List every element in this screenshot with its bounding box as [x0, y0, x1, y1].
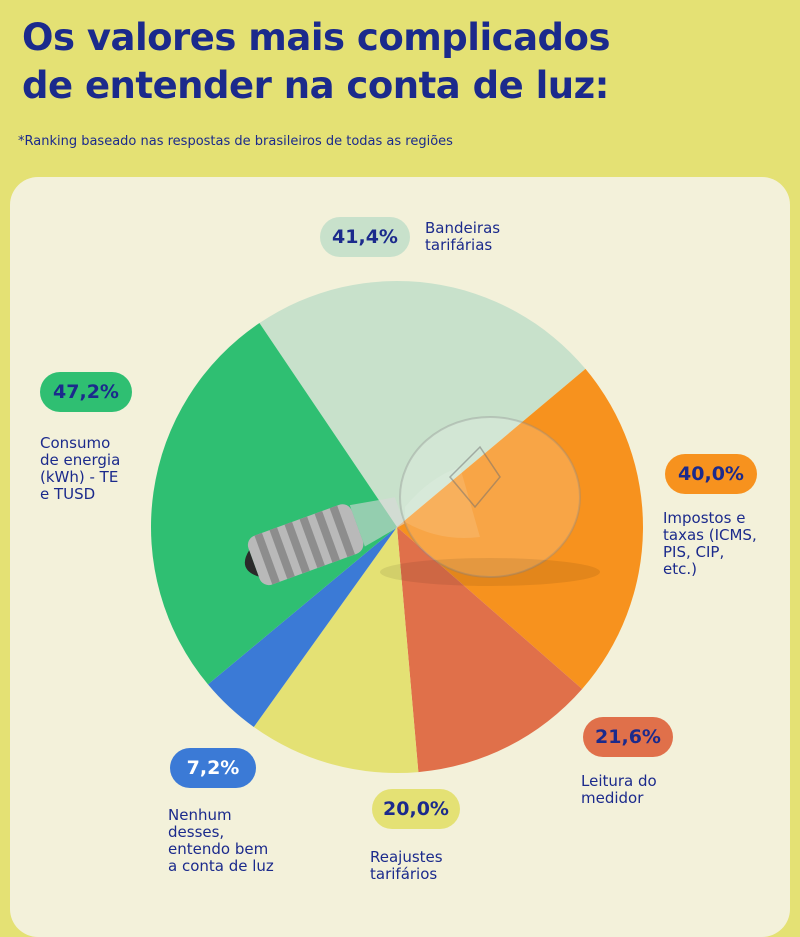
- pie-slice-3: [397, 527, 583, 773]
- pie-slice-2: [397, 368, 643, 689]
- value-badge-1: 41,4%: [320, 217, 410, 257]
- slice-label-6: Consumo de energia (kWh) - TE e TUSD: [40, 434, 121, 503]
- value-badge-5: 7,2%: [170, 748, 256, 788]
- value-badge-2: 40,0%: [665, 454, 757, 494]
- pie-slice-5: [207, 527, 397, 728]
- value-badge-6: 47,2%: [40, 372, 132, 412]
- title-line-1: Os valores mais complicados: [22, 16, 611, 59]
- pie-chart: [151, 281, 643, 773]
- slice-label-4: Reajustes tarifários: [370, 848, 443, 883]
- value-badge-3: 21,6%: [583, 717, 673, 757]
- page-subtitle: *Ranking baseado nas respostas de brasil…: [18, 134, 453, 149]
- pie-slice-4: [253, 527, 419, 773]
- value-badge-4: 20,0%: [372, 789, 460, 829]
- title-line-2: de entender na conta de luz:: [22, 64, 609, 107]
- pie-slice-1: [259, 281, 586, 527]
- slice-label-3: Leitura do medidor: [581, 772, 657, 807]
- light-bulb-icon: [244, 416, 600, 586]
- page-title: Os valores mais complicados de entender …: [22, 14, 782, 110]
- pie-slice-6: [151, 323, 397, 685]
- slice-label-5: Nenhum desses, entendo bem a conta de luz: [168, 806, 274, 875]
- slice-label-1: Bandeiras tarifárias: [425, 219, 501, 254]
- slice-label-2: Impostos e taxas (ICMS, PIS, CIP, etc.): [663, 509, 757, 578]
